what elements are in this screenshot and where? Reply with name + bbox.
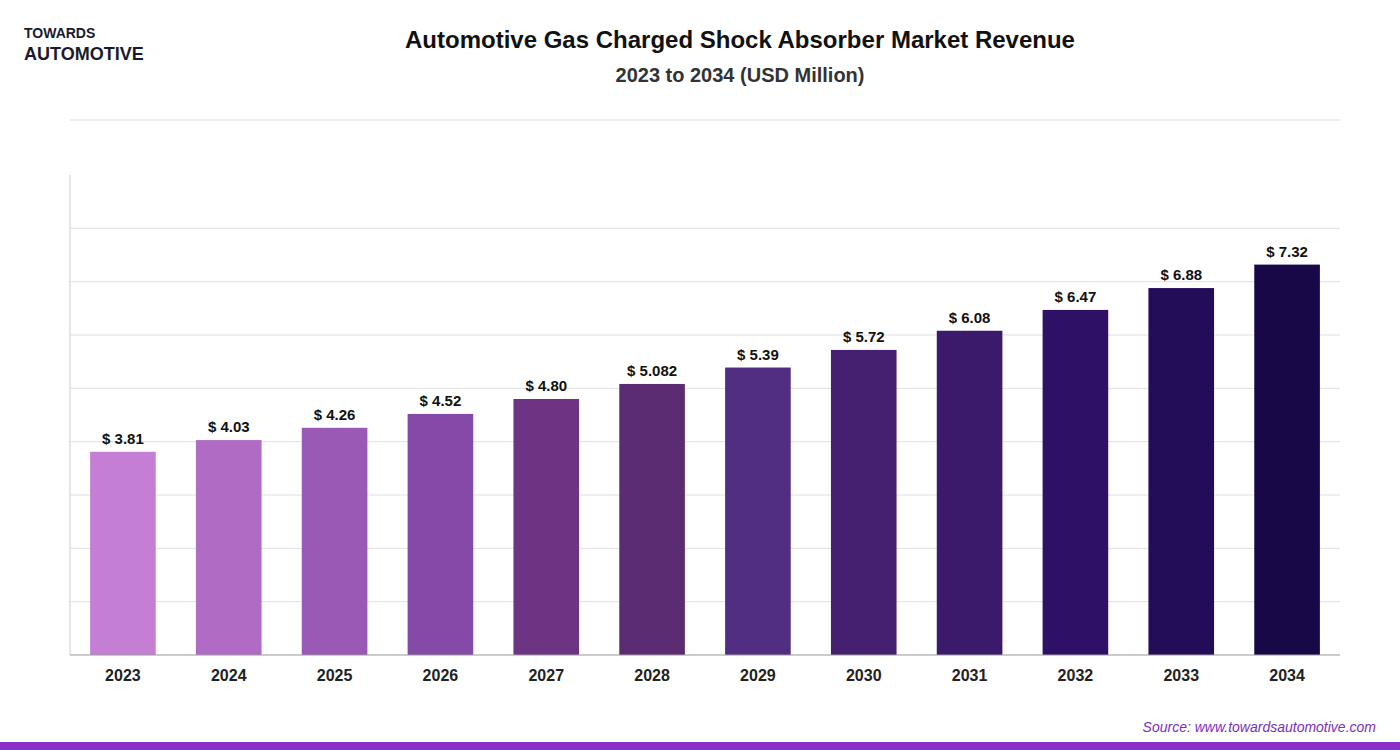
data-label: $ 4.26 bbox=[314, 406, 356, 423]
bar bbox=[831, 350, 897, 655]
bar bbox=[302, 428, 368, 655]
annotation: Source: www.towardsautomotive.com bbox=[1143, 719, 1377, 735]
chart-container: Automotive Gas Charged Shock Absorber Ma… bbox=[0, 0, 1400, 750]
bar bbox=[1148, 288, 1214, 655]
y-axis-line bbox=[70, 175, 71, 655]
title: Automotive Gas Charged Shock Absorber Ma… bbox=[405, 26, 1075, 53]
bar bbox=[196, 440, 262, 655]
axes: 2023 2024 2025 2026 2027 2028 2029 2030 2031 2032… bbox=[70, 175, 1340, 684]
bars bbox=[90, 265, 1320, 655]
x-tick-label: 2034 bbox=[1269, 667, 1305, 684]
bar bbox=[937, 331, 1003, 655]
x-tick-label: 2030 bbox=[846, 667, 882, 684]
x-tick-label: 2029 bbox=[740, 667, 776, 684]
x-tick-label: 2028 bbox=[634, 667, 670, 684]
data-label: $ 4.03 bbox=[208, 418, 250, 435]
title-group: Automotive Gas Charged Shock Absorber Ma… bbox=[405, 26, 1075, 86]
data-label: $ 3.81 bbox=[102, 430, 144, 447]
x-tick-label: 2023 bbox=[105, 667, 141, 684]
data-labels: $ 3.81 $ 4.03 $ 4.26 $ 4.52 $ 4.80 $ 5.082 $ 5… bbox=[102, 243, 1308, 447]
annotations: TOWARDS AUTOMOTIVE Source: www.towardsauto… bbox=[24, 25, 1376, 735]
data-label: $ 5.72 bbox=[843, 328, 885, 345]
data-label: $ 5.082 bbox=[627, 362, 677, 379]
bar bbox=[619, 384, 685, 655]
x-tick-label: 2026 bbox=[423, 667, 459, 684]
bottom-accent bbox=[0, 742, 1400, 750]
data-label: $ 6.08 bbox=[949, 309, 991, 326]
bar bbox=[725, 368, 791, 655]
data-label: $ 6.88 bbox=[1160, 266, 1202, 283]
data-label: $ 6.47 bbox=[1055, 288, 1097, 305]
data-label: $ 7.32 bbox=[1266, 243, 1308, 260]
grid-line bbox=[70, 281, 1340, 282]
x-tick-label: 2033 bbox=[1163, 667, 1199, 684]
bar bbox=[408, 414, 474, 655]
x-tick-label: 2025 bbox=[317, 667, 353, 684]
x-tick-label: 2027 bbox=[528, 667, 564, 684]
bar bbox=[513, 399, 579, 655]
annotation: TOWARDS bbox=[24, 25, 95, 41]
grid-line bbox=[70, 228, 1340, 229]
data-label: $ 4.80 bbox=[525, 377, 567, 394]
x-tick-label: 2032 bbox=[1058, 667, 1094, 684]
bar bbox=[1043, 310, 1109, 655]
data-label: $ 5.39 bbox=[737, 346, 779, 363]
x-tick-label: 2024 bbox=[211, 667, 247, 684]
x-axis-line bbox=[70, 654, 1340, 655]
annotation: AUTOMOTIVE bbox=[24, 44, 144, 64]
subtitle: 2023 to 2034 (USD Million) bbox=[616, 64, 865, 86]
bar bbox=[1254, 265, 1320, 655]
chart-svg: Automotive Gas Charged Shock Absorber Ma… bbox=[0, 0, 1400, 750]
bar bbox=[90, 452, 156, 655]
separator bbox=[70, 120, 1340, 121]
x-tick-label: 2031 bbox=[952, 667, 988, 684]
data-label: $ 4.52 bbox=[420, 392, 462, 409]
